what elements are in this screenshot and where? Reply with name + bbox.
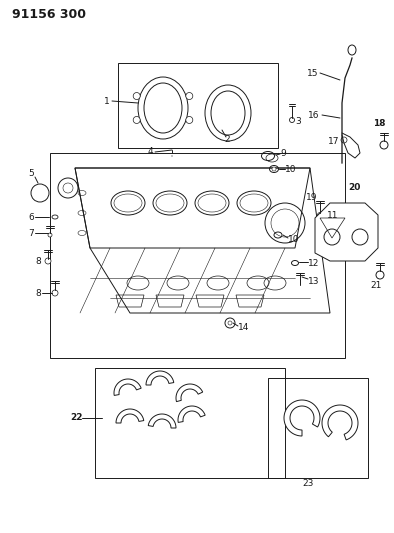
Text: 23: 23 [302, 479, 313, 488]
Polygon shape [284, 400, 320, 436]
Circle shape [380, 141, 388, 149]
Text: 91156 300: 91156 300 [12, 9, 86, 21]
Bar [268, 378, 368, 478]
Polygon shape [114, 379, 141, 395]
Bar [50, 153, 345, 358]
Text: 12: 12 [308, 259, 320, 268]
Circle shape [376, 271, 384, 279]
Circle shape [186, 93, 193, 100]
Text: 13: 13 [308, 277, 320, 286]
Circle shape [45, 258, 51, 264]
Bar [95, 368, 285, 478]
Text: 17: 17 [328, 136, 340, 146]
Circle shape [290, 117, 294, 123]
Text: 10: 10 [285, 165, 297, 174]
Circle shape [133, 117, 140, 124]
Polygon shape [322, 405, 358, 440]
Polygon shape [116, 409, 144, 423]
Circle shape [52, 290, 58, 296]
Circle shape [48, 233, 52, 237]
Text: 14: 14 [238, 324, 249, 333]
Circle shape [133, 93, 140, 100]
Circle shape [318, 213, 323, 217]
Text: 11: 11 [327, 211, 338, 220]
Circle shape [186, 117, 193, 124]
Circle shape [341, 137, 347, 143]
Text: 19: 19 [306, 193, 318, 203]
Text: 16: 16 [308, 110, 320, 119]
Text: 18: 18 [373, 118, 385, 127]
Circle shape [272, 167, 276, 171]
Text: 22: 22 [70, 414, 82, 423]
Bar [118, 63, 278, 148]
Text: 10: 10 [288, 236, 299, 245]
Polygon shape [178, 406, 205, 423]
Text: 8: 8 [35, 288, 41, 297]
Text: 21: 21 [370, 280, 381, 289]
Text: 3: 3 [295, 117, 301, 126]
Polygon shape [146, 371, 174, 385]
Text: 8: 8 [35, 256, 41, 265]
Text: 15: 15 [307, 69, 318, 77]
Text: 2: 2 [224, 135, 230, 144]
Polygon shape [148, 414, 176, 428]
Text: 20: 20 [348, 183, 361, 192]
Text: 1: 1 [104, 96, 110, 106]
Text: 5: 5 [28, 168, 34, 177]
Text: 7: 7 [28, 229, 34, 238]
Text: 6: 6 [28, 213, 34, 222]
Text: 4: 4 [148, 148, 154, 157]
Text: 9: 9 [280, 149, 286, 157]
Polygon shape [176, 384, 203, 402]
Polygon shape [315, 203, 378, 261]
